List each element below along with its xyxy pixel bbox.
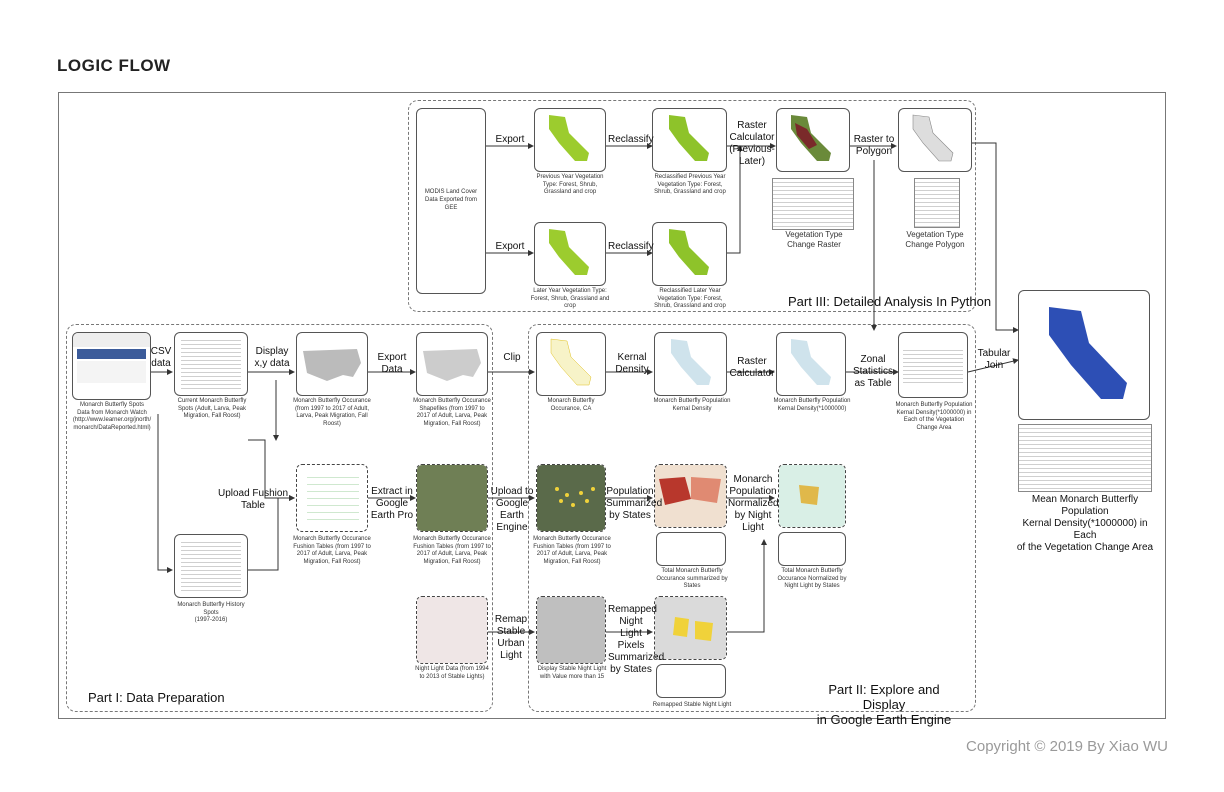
veg-polygon-map — [898, 108, 972, 172]
label-monarch-normalized: Monarch Population Normalized by Night L… — [728, 474, 779, 533]
stable-night-map — [536, 596, 606, 664]
kernel-density-x-map — [776, 332, 846, 396]
monarch-watch-screenshot — [72, 332, 151, 400]
final-caption-3: of the Vegetation Change Area — [1016, 542, 1154, 553]
zonal-caption: Monarch Butterfly Population Kernal Dens… — [895, 402, 973, 431]
current-spots-table — [174, 332, 248, 396]
copyright-text: Copyright © 2019 By Xiao WU — [966, 738, 1168, 755]
label-remapped-pixels: Remapped Night Light Pixels Summarized b… — [608, 604, 665, 675]
spots-caption: Monarch Butterfly Spots Data from Monarc… — [70, 402, 154, 432]
history-caption-2: (1997-2016) — [194, 617, 228, 623]
gep-caption: Monarch Butterfly Occurance Fushion Tabl… — [413, 536, 491, 565]
modis-source-box: MODIS Land Cover Data Exported from GEE — [416, 108, 486, 294]
label-reclassify-top: Reclassify — [608, 134, 654, 145]
reclass-prev-map — [652, 108, 727, 172]
remapped-night-map — [654, 596, 727, 660]
label-tabular-join: Tabular Join — [977, 348, 1011, 371]
occ-ca-map — [536, 332, 606, 396]
spots-caption-2: Data from Monarch Watch — [77, 409, 147, 416]
veg-polygon-caption: Vegetation Type Change Polygon — [905, 230, 965, 249]
label-display-xy: Display x,y data — [254, 346, 290, 369]
summary-chart — [656, 532, 726, 566]
night-light-caption: Night Light Data (from 1994 to 2013 of S… — [415, 666, 489, 680]
prev-year-caption: Previous Year Vegetation Type: Forest, S… — [536, 174, 604, 195]
gee-caption: Monarch Butterfly Occurance Fushion Tabl… — [533, 536, 611, 565]
diagram-frame — [58, 92, 1166, 719]
final-result-map — [1018, 290, 1150, 420]
kernel-density-map — [654, 332, 727, 396]
label-csv-data: CSV data — [150, 346, 172, 369]
modis-caption-2: Data Exported from GEE — [424, 197, 478, 211]
remapped-chart — [656, 664, 726, 698]
spots-caption-3: (http://www.learner.org/jnorth/ — [72, 417, 152, 423]
stable-night-caption: Display Stable Night Light with Value mo… — [537, 666, 607, 680]
part-2-title-line1: Part II: Explore and Display — [828, 682, 940, 712]
label-remap-stable: Remap Stable Urban Light — [494, 614, 528, 661]
label-export-top: Export — [495, 134, 525, 145]
occ-ca-caption: Monarch Butterfly Occurance, CA — [547, 398, 595, 412]
label-raster-calc-prev-later: Raster Calculator (Previous-Later) — [729, 120, 775, 167]
part-3-title: Part III: Detailed Analysis In Python — [788, 294, 992, 309]
veg-polygon-table — [914, 178, 960, 228]
zonal-table-box — [898, 332, 968, 398]
label-extract-gep: Extract in Google Earth Pro — [370, 486, 414, 521]
night-light-box — [416, 596, 488, 664]
occurance-map — [296, 332, 368, 396]
modis-caption-1: MODIS Land Cover — [424, 189, 478, 195]
reclass-later-caption: Reclassified Later Year Vegetation Type:… — [654, 288, 726, 309]
normalized-chart — [778, 532, 846, 566]
spots-caption-4: monarch/DataReported.html) — [73, 424, 151, 431]
final-result-table — [1018, 424, 1152, 492]
part-2-panel — [528, 324, 976, 712]
label-raster-to-polygon: Raster to Polygon — [853, 134, 895, 157]
label-zonal-statistics: Zonal Statistics as Table — [852, 354, 893, 389]
states-summary-map — [654, 464, 727, 528]
label-kernal-density: Kernal Density — [615, 352, 649, 375]
spots-caption-1: Monarch Butterfly Spots — [79, 402, 145, 408]
label-reclassify-bottom: Reclassify — [608, 241, 654, 252]
normalized-map — [778, 464, 846, 528]
part-1-panel — [66, 324, 493, 712]
part-2-title: Part II: Explore and Display in Google E… — [814, 682, 954, 727]
later-year-caption: Later Year Vegetation Type: Forest, Shru… — [530, 288, 610, 309]
summary-caption: Total Monarch Butterfly Occurance summar… — [656, 568, 728, 589]
part-2-title-line2: in Google Earth Engine — [816, 712, 952, 727]
label-upload-fushion: Upload Fushion Table — [217, 488, 289, 511]
normalized-caption: Total Monarch Butterfly Occurance Normal… — [777, 568, 847, 589]
history-caption: Monarch Butterfly History Spots (1997-20… — [170, 602, 252, 625]
reclass-prev-caption: Reclassified Previous Year Vegetation Ty… — [654, 174, 726, 195]
label-raster-calculator: Raster Calculator — [729, 356, 775, 379]
google-earth-pro-box — [416, 464, 488, 532]
history-caption-1: Monarch Butterfly History Spots — [177, 602, 245, 616]
label-pop-summarized: Population Summarized by States — [606, 486, 663, 521]
prev-year-map — [534, 108, 606, 172]
final-caption-1: Mean Monarch Butterfly Population — [1031, 494, 1139, 517]
later-year-map — [534, 222, 606, 286]
gee-points-map — [536, 464, 606, 532]
fushion-tables-box — [296, 464, 368, 532]
fushion-tables-caption: Monarch Butterfly Occurance Fushion Tabl… — [293, 536, 371, 565]
shapefiles-caption: Monarch Butterfly Occurance Shapefiles (… — [413, 398, 491, 427]
final-caption-2: Kernal Density(*1000000) in Each — [1022, 518, 1148, 541]
veg-change-raster-map — [776, 108, 850, 172]
label-clip: Clip — [503, 352, 521, 363]
kernel-density-x-caption: Monarch Butterfly Population Kernal Dens… — [773, 398, 851, 412]
veg-raster-caption: Vegetation Type Change Raster — [785, 230, 843, 249]
remapped-caption: Remapped Stable Night Light — [652, 702, 732, 708]
occurance-caption: Monarch Butterfly Occurance (from 1997 t… — [293, 398, 371, 427]
final-caption: Mean Monarch Butterfly Population Kernal… — [1010, 494, 1160, 554]
history-spots-table — [174, 534, 248, 598]
shapefiles-map — [416, 332, 488, 396]
veg-change-table — [772, 178, 854, 230]
label-export-data: Export Data — [377, 352, 407, 375]
reclass-later-map — [652, 222, 727, 286]
part-1-title: Part I: Data Preparation — [88, 690, 225, 705]
current-spots-caption: Current Monarch Butterfly Spots (Adult, … — [177, 398, 247, 419]
part-3-panel — [408, 100, 976, 312]
label-export-bottom: Export — [495, 241, 525, 252]
page-title: LOGIC FLOW — [57, 56, 171, 75]
kernel-density-caption: Monarch Butterfly Population Kernal Dens… — [653, 398, 731, 412]
label-upload-gee: Upload to Google Earth Engine — [490, 486, 534, 533]
